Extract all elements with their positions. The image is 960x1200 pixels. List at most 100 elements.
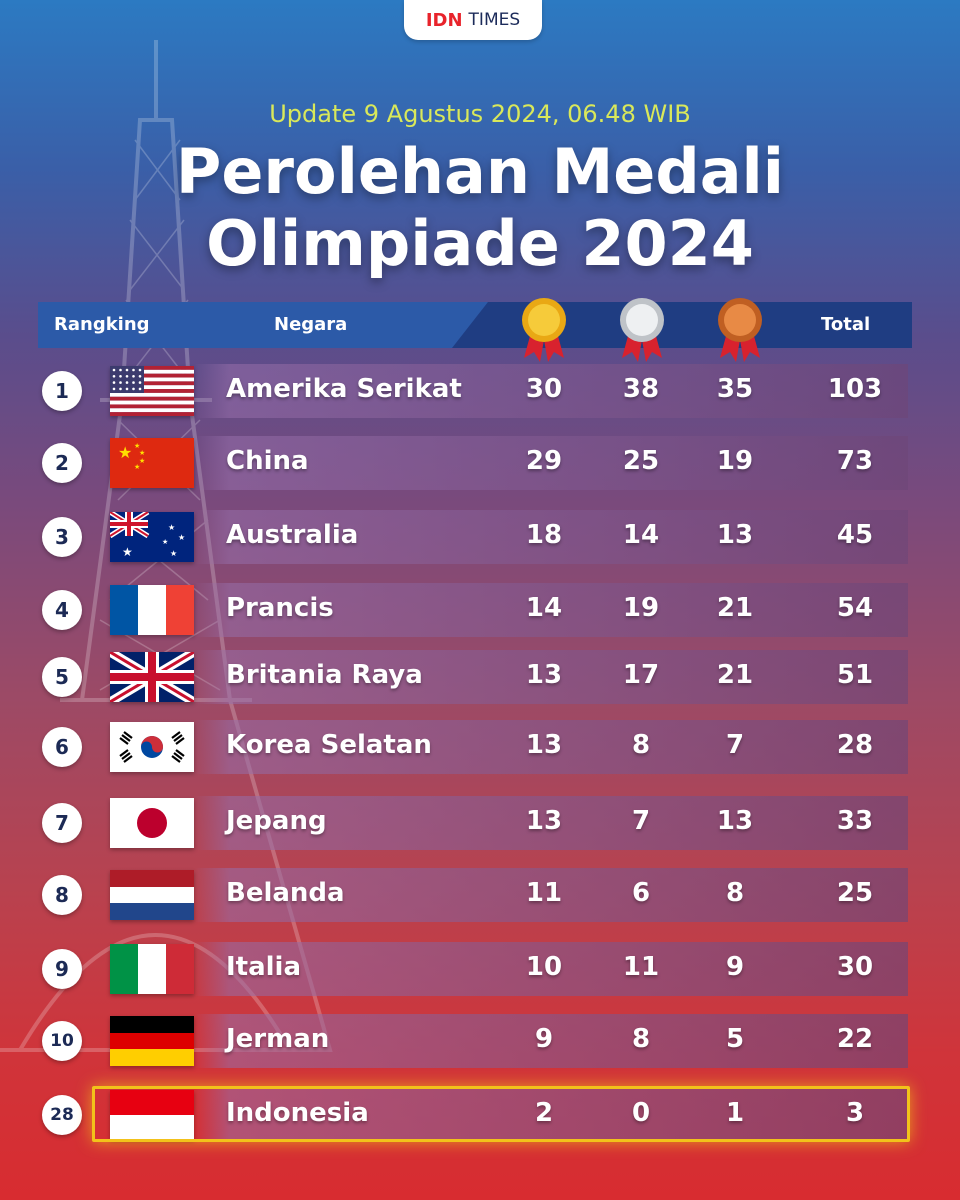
total-count: 33 — [836, 806, 874, 836]
silver-count: 0 — [631, 1098, 651, 1128]
silver-count: 17 — [622, 660, 660, 690]
country-name: Jerman — [226, 1024, 330, 1054]
total-count: 30 — [836, 952, 874, 982]
bronze-count: 7 — [725, 730, 745, 760]
svg-text:★: ★ — [139, 457, 145, 465]
rank-badge: 8 — [42, 875, 82, 915]
silver-count: 19 — [622, 593, 660, 623]
country-name: Jepang — [226, 806, 327, 836]
australia-flag-icon: ★ ★ ★ ★ ★ — [108, 509, 194, 562]
bronze-count: 21 — [716, 660, 754, 690]
silver-count: 14 — [622, 520, 660, 550]
rank-badge: 6 — [42, 727, 82, 767]
country-name: Amerika Serikat — [226, 374, 462, 404]
bronze-count: 9 — [725, 952, 745, 982]
silver-count: 8 — [631, 730, 651, 760]
bronze-count: 13 — [716, 806, 754, 836]
gold-count: 13 — [525, 806, 563, 836]
silver-count: 6 — [631, 878, 651, 908]
table-header: Rangking Negara Total — [38, 302, 912, 348]
italy-flag-icon — [110, 944, 194, 994]
gold-count: 9 — [534, 1024, 554, 1054]
gold-count: 10 — [525, 952, 563, 982]
country-name: Korea Selatan — [226, 730, 432, 760]
country-name: Italia — [226, 952, 302, 982]
country-name: China — [226, 446, 309, 476]
svg-text:★: ★ — [134, 463, 140, 471]
netherlands-flag-icon — [110, 870, 194, 920]
gold-count: 2 — [534, 1098, 554, 1128]
rank-badge: 5 — [42, 657, 82, 697]
svg-text:★: ★ — [118, 443, 132, 462]
page-title-line1: Perolehan Medali — [175, 135, 785, 208]
country-name: Indonesia — [226, 1098, 369, 1128]
rank-badge: 10 — [42, 1021, 82, 1061]
svg-text:★: ★ — [134, 442, 140, 450]
south-korea-flag-icon — [110, 722, 194, 772]
usa-flag-icon — [110, 366, 194, 416]
svg-text:★: ★ — [122, 545, 133, 559]
rank-badge: 2 — [42, 443, 82, 483]
bronze-medal-icon — [718, 298, 762, 362]
idn-times-logo: IDN TIMES — [404, 0, 542, 40]
uk-flag-icon — [107, 648, 197, 706]
logo-part-times: TIMES — [468, 10, 521, 30]
gold-medal-icon — [522, 298, 566, 362]
logo-part-idn: IDN — [425, 9, 463, 31]
rank-badge: 3 — [42, 517, 82, 557]
gold-count: 29 — [525, 446, 563, 476]
gold-count: 13 — [525, 730, 563, 760]
total-count: 25 — [836, 878, 874, 908]
rank-badge: 28 — [42, 1095, 82, 1135]
total-count: 54 — [836, 593, 874, 623]
total-count: 22 — [836, 1024, 874, 1054]
total-count: 45 — [836, 520, 874, 550]
bronze-count: 35 — [716, 374, 754, 404]
bronze-count: 13 — [716, 520, 754, 550]
header-total: Total — [821, 314, 871, 335]
japan-flag-icon — [110, 798, 194, 848]
rank-badge: 1 — [42, 371, 82, 411]
header-country: Negara — [274, 314, 348, 335]
silver-count: 38 — [622, 374, 660, 404]
gold-count: 30 — [525, 374, 563, 404]
svg-text:★: ★ — [178, 533, 185, 542]
gold-count: 11 — [525, 878, 563, 908]
header-rank: Rangking — [54, 314, 150, 335]
svg-text:★: ★ — [170, 549, 177, 558]
indonesia-highlight-frame — [92, 1086, 910, 1142]
bronze-count: 19 — [716, 446, 754, 476]
germany-flag-icon — [110, 1016, 194, 1066]
page-title-line2: Olimpiade 2024 — [206, 207, 754, 280]
bronze-count: 1 — [725, 1098, 745, 1128]
silver-medal-icon — [620, 298, 664, 362]
country-name: Prancis — [226, 593, 334, 623]
silver-count: 25 — [622, 446, 660, 476]
silver-count: 7 — [631, 806, 651, 836]
country-name: Britania Raya — [226, 660, 423, 690]
silver-count: 11 — [622, 952, 660, 982]
indonesia-flag-icon — [110, 1090, 194, 1140]
france-flag-icon — [110, 585, 194, 635]
china-flag-icon: ★ ★ ★ ★ ★ — [110, 438, 194, 488]
header-left-band — [38, 302, 488, 348]
svg-text:★: ★ — [139, 449, 145, 457]
rank-badge: 9 — [42, 949, 82, 989]
country-name: Australia — [226, 520, 359, 550]
bronze-count: 5 — [725, 1024, 745, 1054]
total-count: 73 — [836, 446, 874, 476]
svg-text:★: ★ — [168, 523, 175, 532]
gold-count: 18 — [525, 520, 563, 550]
svg-text:★: ★ — [162, 538, 168, 546]
gold-count: 14 — [525, 593, 563, 623]
bronze-count: 8 — [725, 878, 745, 908]
total-count: 3 — [845, 1098, 865, 1128]
update-timestamp: Update 9 Agustus 2024, 06.48 WIB — [269, 100, 691, 128]
bronze-count: 21 — [716, 593, 754, 623]
country-name: Belanda — [226, 878, 345, 908]
gold-count: 13 — [525, 660, 563, 690]
rank-badge: 7 — [42, 803, 82, 843]
total-count: 28 — [836, 730, 874, 760]
total-count: 103 — [827, 374, 883, 404]
silver-count: 8 — [631, 1024, 651, 1054]
